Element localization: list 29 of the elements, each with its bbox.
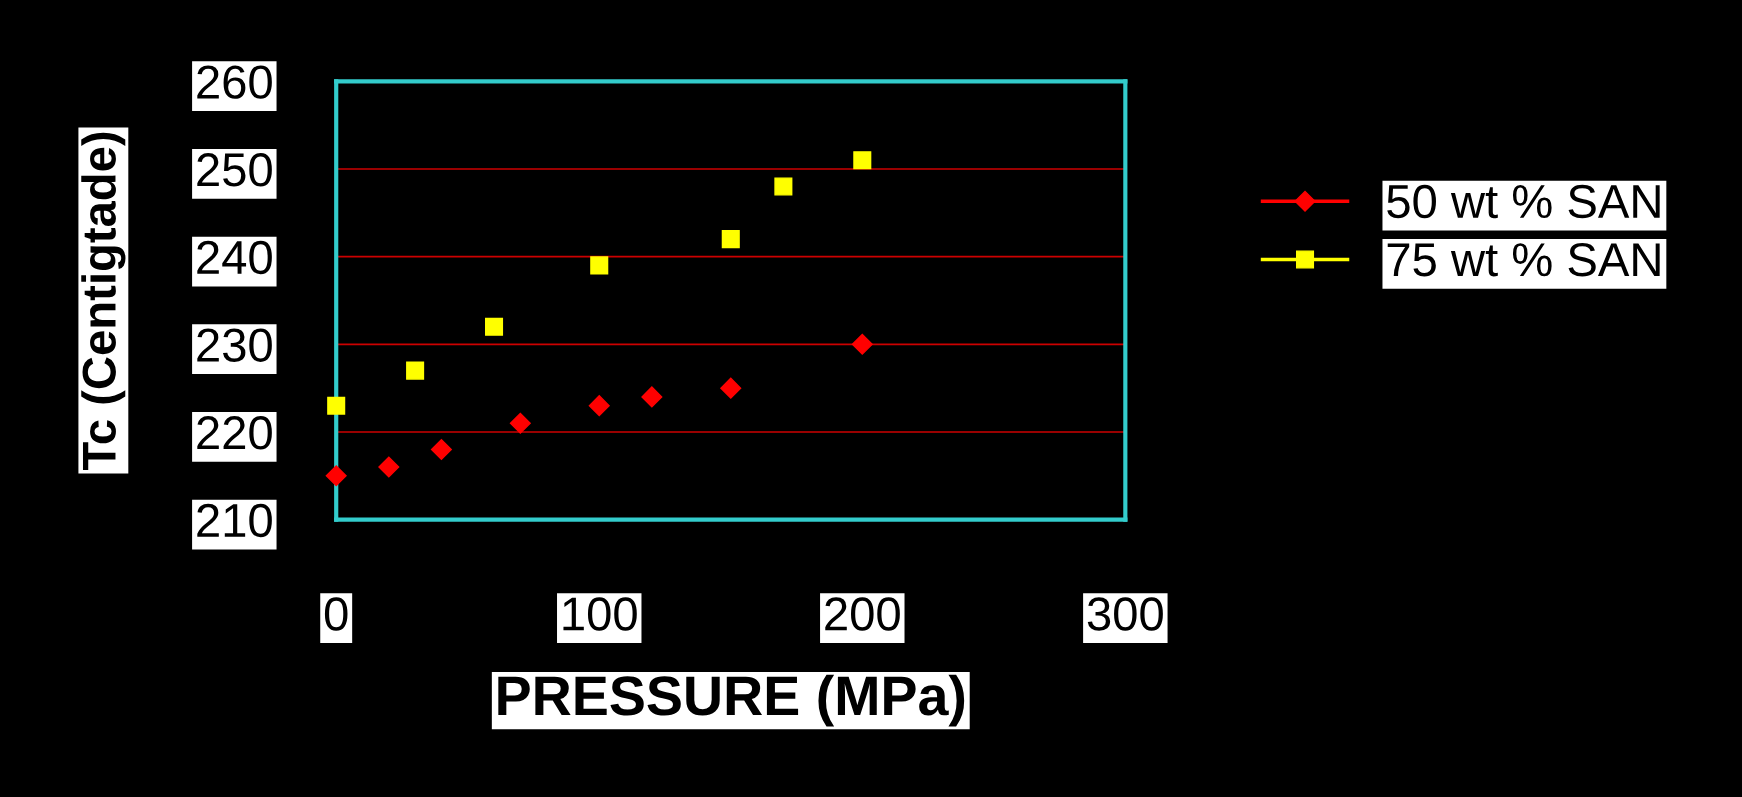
y-tick-label: 220 [197, 416, 272, 450]
x-tick-label: 300 [1087, 597, 1163, 631]
point [327, 396, 346, 415]
point [406, 361, 425, 380]
point [590, 256, 609, 275]
legend-label: 75 wt % SAN [1387, 243, 1660, 277]
point [774, 177, 793, 196]
legend-label: 50 wt % SAN [1387, 184, 1660, 219]
point [430, 438, 452, 461]
point [720, 377, 742, 399]
y-tick-label: 260 [197, 65, 272, 99]
point [485, 317, 504, 336]
x-tick-label: 100 [563, 597, 637, 631]
point [721, 230, 740, 249]
x-tick-label: 200 [825, 597, 900, 631]
y-axis-title: Tc (Centigtade) [81, 132, 126, 471]
x-tick-label: 0 [324, 597, 348, 631]
point [851, 333, 873, 355]
point [509, 412, 531, 434]
y-tick-label: 230 [197, 328, 272, 362]
point [378, 456, 400, 478]
point [641, 386, 663, 408]
y-tick-label: 250 [197, 153, 272, 187]
y-tick-label: 240 [197, 240, 272, 275]
y-tick-label: 210 [197, 503, 272, 538]
x-axis-title: PRESSURE (MPa) [498, 674, 965, 727]
point [325, 465, 347, 487]
point [853, 151, 872, 170]
point [588, 395, 610, 417]
